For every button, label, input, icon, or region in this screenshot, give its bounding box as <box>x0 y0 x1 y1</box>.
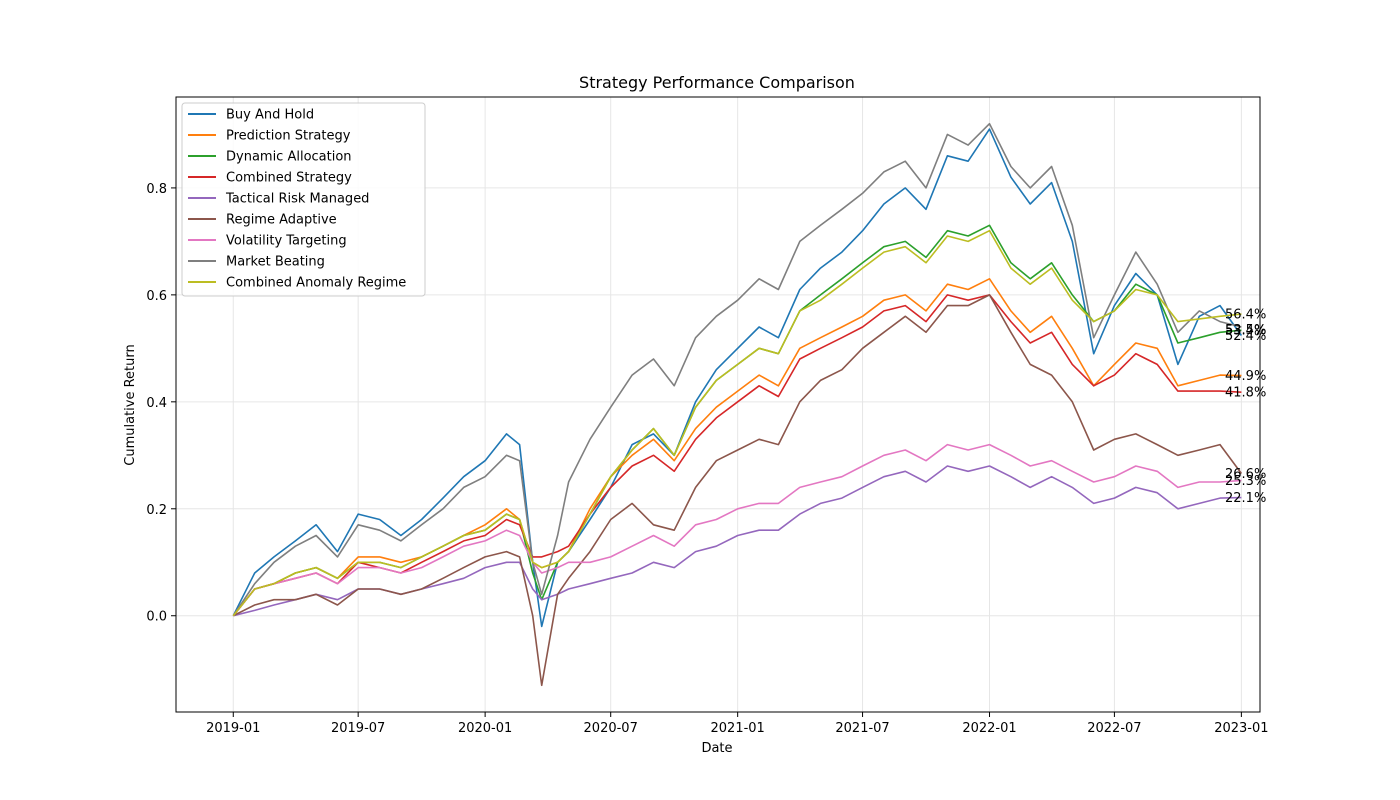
end-value-label: 52.4% <box>1225 329 1266 344</box>
chart-title: Strategy Performance Comparison <box>579 73 855 92</box>
x-tick-label: 2020-07 <box>584 721 638 736</box>
x-tick-label: 2021-07 <box>835 721 889 736</box>
series-line-buy-and-hold <box>232 128 1243 628</box>
x-tick-label: 2023-01 <box>1214 721 1268 736</box>
series-line-volatility-targeting <box>232 443 1242 617</box>
y-tick-label: 0.4 <box>146 396 167 411</box>
x-tick-label: 2022-01 <box>962 721 1016 736</box>
legend-box <box>181 102 426 297</box>
y-axis-label: Cumulative Return <box>123 344 138 465</box>
series-line-prediction-strategy <box>232 277 1242 617</box>
legend-entry: Regime Adaptive <box>226 213 337 228</box>
x-tick-label: 2020-01 <box>458 721 512 736</box>
x-tick-label: 2022-07 <box>1087 721 1141 736</box>
series-line-regime-adaptive <box>232 294 1243 687</box>
y-axis-ticks: 0.0 0.2 0.4 0.6 0.8 <box>146 182 176 625</box>
end-value-label: 44.9% <box>1225 369 1266 384</box>
x-tick-label: 2019-07 <box>331 721 385 736</box>
x-axis-label: Date <box>701 741 732 756</box>
legend-entry: Tactical Risk Managed <box>225 192 369 207</box>
end-value-label: 53.5% <box>1225 323 1266 338</box>
end-value-label: 25.3% <box>1225 474 1266 489</box>
end-value-label: 22.1% <box>1225 491 1266 506</box>
legend-entry: Combined Anomaly Regime <box>226 276 406 291</box>
y-tick-label: 0.0 <box>146 610 167 625</box>
series-line-combined-anomaly-regime <box>232 229 1242 617</box>
y-tick-label: 0.2 <box>146 503 167 518</box>
plot-frame <box>175 96 1261 713</box>
legend-entry: Volatility Targeting <box>226 234 347 249</box>
series-line-combined-strategy <box>232 294 1242 617</box>
end-value-label: 56.4% <box>1225 308 1266 323</box>
legend: Buy And Hold Prediction Strategy Dynamic A… <box>181 102 426 297</box>
legend-entry: Prediction Strategy <box>226 129 351 144</box>
series-line-market-beating <box>232 122 1242 617</box>
legend-entry: Combined Strategy <box>226 171 352 186</box>
end-labels: 56.4%53.5%53.4%52.4% 44.9% 41.8% 26.6%25.3%… <box>1225 308 1266 506</box>
series-lines <box>232 122 1243 687</box>
x-tick-label: 2021-01 <box>711 721 765 736</box>
end-value-label: 53.4% <box>1225 324 1266 339</box>
legend-entry: Buy And Hold <box>226 108 314 123</box>
x-tick-label: 2019-01 <box>206 721 260 736</box>
legend-entry: Market Beating <box>226 255 325 270</box>
x-axis-ticks: 2019-01 2019-07 2020-01 2020-07 2021-01 2021-… <box>206 712 1269 736</box>
legend-entry: Dynamic Allocation <box>226 150 352 165</box>
end-value-label: 41.8% <box>1225 386 1266 401</box>
y-tick-label: 0.6 <box>146 289 167 304</box>
end-value-label: 26.6% <box>1225 467 1266 482</box>
y-tick-label: 0.8 <box>146 182 167 197</box>
grid <box>176 97 1260 712</box>
